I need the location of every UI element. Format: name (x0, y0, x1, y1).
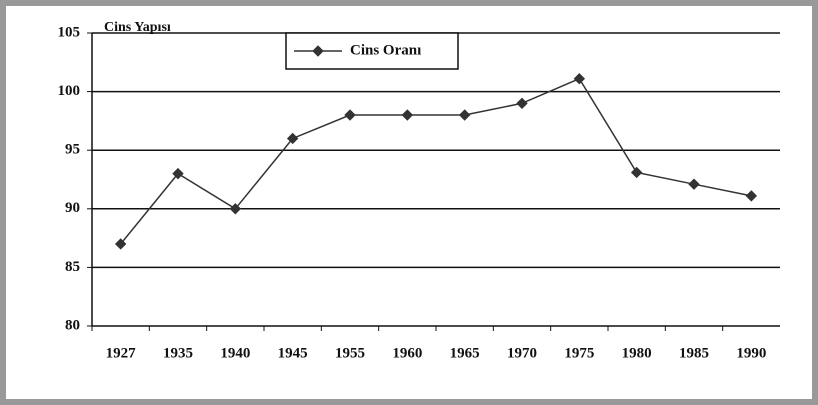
marker (401, 109, 414, 121)
line (120, 77, 752, 245)
x-tick-label: 1990 (736, 345, 766, 361)
x-tick-label: 1940 (220, 345, 250, 361)
x-tick-label: 1945 (278, 345, 308, 361)
marker (344, 109, 356, 121)
x-tick-label: 1980 (622, 345, 652, 361)
x-tick-label: 1935 (163, 345, 193, 361)
marker (688, 178, 700, 190)
marker (312, 45, 324, 57)
x-tick-label: 1970 (507, 345, 537, 361)
marker (458, 109, 471, 121)
x-tick-label: 1927 (106, 345, 137, 361)
x-tick-label: 1965 (450, 345, 480, 361)
y-tick-label: 105 (58, 24, 81, 40)
marker (573, 73, 586, 85)
marker (516, 97, 528, 110)
y-tick-label: 90 (65, 200, 80, 216)
chart-title: Cins Yapısı (104, 20, 171, 35)
marker (172, 167, 184, 180)
marker (114, 238, 127, 250)
marker (745, 190, 758, 202)
x-tick-label: 1985 (679, 345, 709, 361)
marker (229, 203, 242, 215)
marker (630, 166, 643, 179)
x-tick-label: 1955 (335, 345, 365, 361)
marker (286, 132, 299, 145)
x-tick-label: 1975 (564, 345, 594, 361)
y-tick-label: 85 (65, 259, 80, 275)
y-tick-label: 95 (65, 142, 80, 158)
y-tick-label: 100 (58, 83, 81, 99)
legend-label: Cins Oranı (350, 42, 421, 58)
x-tick-label: 1960 (392, 345, 422, 361)
y-tick-label: 80 (65, 317, 80, 333)
